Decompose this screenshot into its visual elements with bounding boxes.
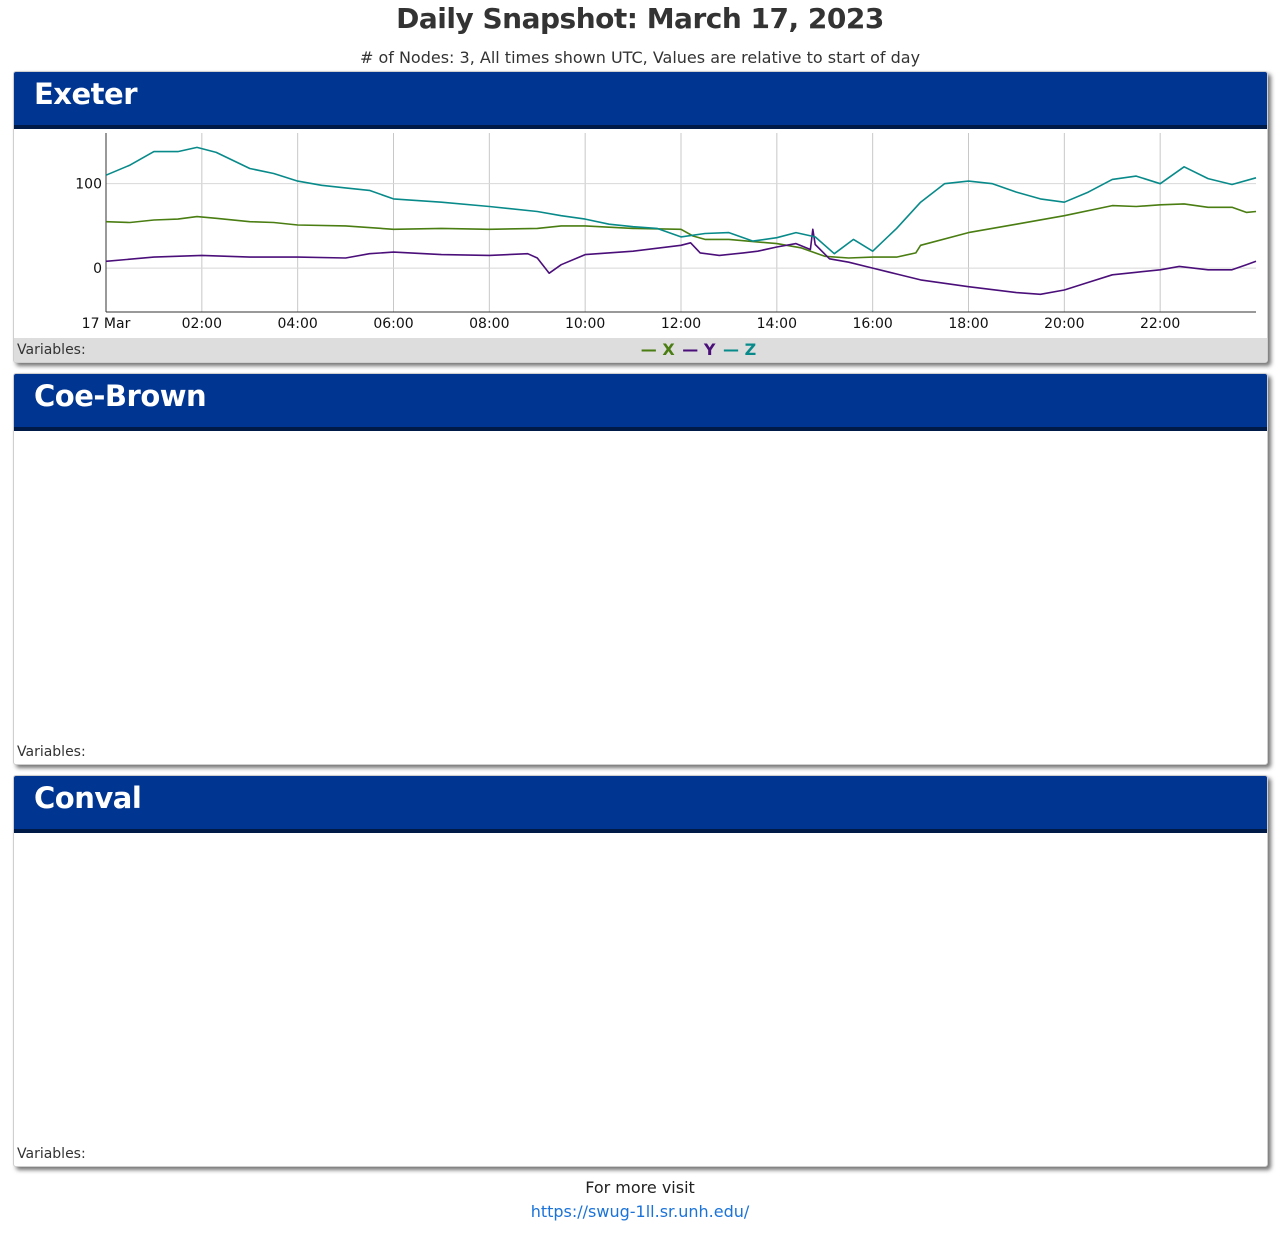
series-line-x [105, 203, 1257, 259]
variables-label: Variables: [17, 744, 86, 760]
legend-label-x: X [662, 340, 675, 359]
x-tick-label: 22:00 [1140, 316, 1180, 332]
legend-swatch-y: — [682, 340, 699, 359]
legend-item-x[interactable]: — X [641, 340, 681, 359]
chart-exeter: 17 Mar 02:00 04:00 06:00 08:00 10:00 12:00 14:0… [75, 133, 1257, 332]
footer-text: For more visit [585, 1178, 695, 1197]
legend-swatch-z: — [723, 340, 740, 359]
panel-conval: Conval Variables: [13, 775, 1268, 1167]
variables-bar: Variables: [14, 1142, 1267, 1166]
x-tick-label: 10:00 [565, 316, 605, 332]
y-tick-label: 100 [75, 177, 102, 193]
footer-link-container: https://swug-1ll.sr.unh.edu/ [0, 1202, 1280, 1221]
x-tick-label: 18:00 [948, 316, 988, 332]
x-tick-label: 17 Mar [82, 316, 131, 332]
x-tick-label: 12:00 [661, 316, 701, 332]
x-tick-label: 16:00 [852, 316, 892, 332]
x-tick-label: 02:00 [182, 316, 222, 332]
panel-body: Variables: [14, 833, 1267, 1166]
page-title: Daily Snapshot: March 17, 2023 [396, 2, 884, 35]
series-line-z [105, 146, 1257, 255]
panel-body: 17 Mar 02:00 04:00 06:00 08:00 10:00 12:00 14:0… [14, 129, 1267, 362]
panel-header: Exeter [14, 72, 1267, 129]
variables-label: Variables: [17, 1146, 86, 1162]
legend-item-z[interactable]: — Z [723, 340, 756, 359]
x-tick-label: 08:00 [469, 316, 509, 332]
series-line-y [105, 228, 1257, 296]
panel-header: Coe-Brown [14, 374, 1267, 431]
variables-bar: Variables: [14, 740, 1267, 764]
page-subtitle: # of Nodes: 3, All times shown UTC, Valu… [359, 48, 921, 67]
x-tick-label: 04:00 [277, 316, 317, 332]
x-tick-label: 14:00 [757, 316, 797, 332]
legend-label-z: Z [744, 340, 757, 359]
legend-label-y: Y [703, 340, 716, 359]
variables-label: Variables: [17, 342, 86, 358]
y-tick-label: 0 [93, 261, 102, 277]
legend-swatch-x: — [640, 340, 657, 359]
panel-header: Conval [14, 776, 1267, 833]
footer-link[interactable]: https://swug-1ll.sr.unh.edu/ [530, 1202, 750, 1221]
x-tick-label: 20:00 [1044, 316, 1084, 332]
x-tick-label: 06:00 [373, 316, 413, 332]
panel-exeter: Exeter 17 Mar 02:00 04:00 06:00 08:00 10:00 12… [13, 71, 1268, 363]
legend-item-y[interactable]: — Y [682, 340, 721, 359]
chart-legend: — X — Y — Z [14, 338, 1267, 362]
panel-body: Variables: [14, 431, 1267, 764]
variables-bar: Variables: — X — Y — Z [14, 338, 1267, 362]
panel-coe-brown: Coe-Brown Variables: [13, 373, 1268, 765]
